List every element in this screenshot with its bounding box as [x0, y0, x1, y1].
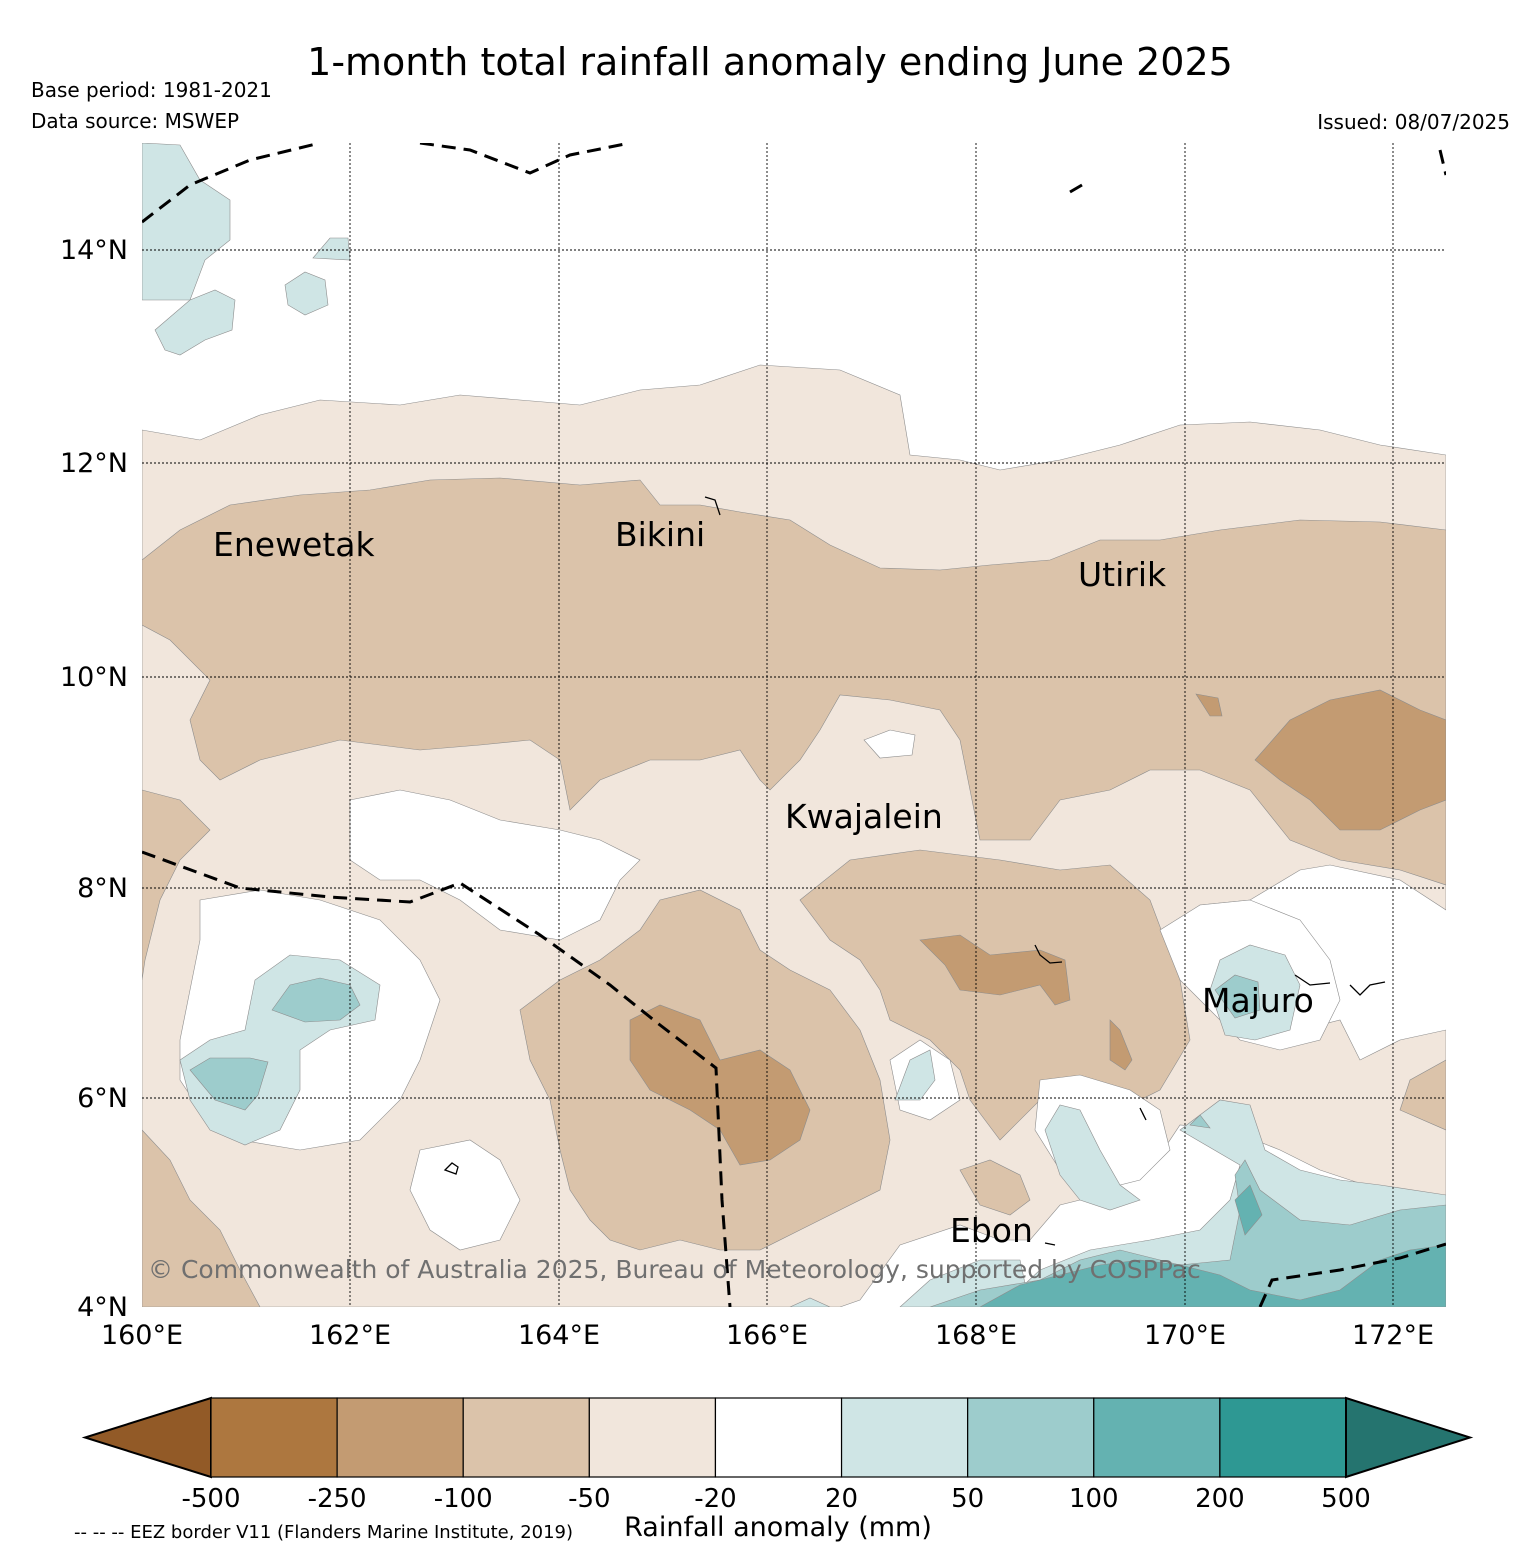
map-title: 1-month total rainfall anomaly ending Ju… — [307, 40, 1233, 84]
copyright-notice: © Commonwealth of Australia 2025, Bureau… — [148, 1255, 1201, 1284]
anomaly-zone-light-teal — [789, 1297, 831, 1307]
anomaly-zone-teal — [929, 1159, 1446, 1307]
colorbar-tick-label: 200 — [1195, 1484, 1245, 1514]
lat-label-14n: 14°N — [60, 235, 128, 266]
lat-label-8n: 8°N — [77, 873, 128, 904]
lon-label-168e: 168°E — [935, 1320, 1017, 1351]
island-outlines — [443, 496, 1386, 1246]
colorbar-tick-label: -50 — [568, 1484, 610, 1514]
colorbar-segment — [210, 1397, 338, 1478]
colorbar-tick-label: -20 — [694, 1484, 736, 1514]
anomaly-zone-teal — [1189, 1114, 1211, 1129]
colorbar — [81, 1396, 1474, 1479]
anomaly-zone-tan — [1399, 1059, 1446, 1131]
lon-label-170e: 170°E — [1144, 1320, 1226, 1351]
lat-label-4n: 4°N — [77, 1292, 128, 1323]
colorbar-segment — [336, 1397, 464, 1478]
lon-label-164e: 164°E — [518, 1320, 600, 1351]
colorbar-tick-label: 20 — [825, 1484, 858, 1514]
eez-legend-note: -- -- -- EEZ border V11 (Flanders Marine… — [74, 1522, 574, 1543]
anomaly-zone-deep-teal — [979, 1244, 1446, 1307]
anomaly-zone-brown — [1254, 689, 1446, 831]
anomaly-zone-light-teal — [312, 237, 351, 261]
anomaly-zone-tan — [142, 789, 211, 981]
colorbar-tick-label: -500 — [181, 1484, 240, 1514]
anomaly-zone-brown — [1109, 1019, 1133, 1071]
colorbar-segment — [1093, 1397, 1221, 1478]
colorbar-tick-label: 100 — [1069, 1484, 1119, 1514]
anomaly-zone-light-teal — [154, 289, 236, 356]
colorbar-tick-label: 50 — [951, 1484, 984, 1514]
graticule — [142, 143, 1446, 1307]
anomaly-zone-brown — [1195, 693, 1223, 717]
longitude-labels: 160°E 162°E 164°E 166°E 168°E 170°E 172°… — [101, 1320, 1434, 1351]
data-source: Data source: MSWEP — [31, 109, 240, 133]
lat-label-6n: 6°N — [77, 1083, 128, 1114]
colorbar-tick-label: -250 — [308, 1484, 367, 1514]
colorbar-extend-high — [1345, 1396, 1474, 1479]
colorbar-segment — [1219, 1397, 1347, 1478]
colorbar-tick-label: 500 — [1321, 1484, 1371, 1514]
colorbar-segment — [967, 1397, 1095, 1478]
anomaly-zone-neutral — [409, 1139, 521, 1251]
colorbar-tick-label: -100 — [434, 1484, 493, 1514]
anomaly-zone-light-teal — [894, 1049, 936, 1101]
colorbar-segment — [840, 1397, 969, 1478]
colorbar-segment — [462, 1397, 590, 1478]
anomaly-zone-deep-teal — [1234, 1184, 1263, 1236]
place-labels: Enewetak Bikini Utirik Kwajalein Majuro … — [213, 515, 1314, 1250]
anomaly-zone-teal — [189, 1057, 269, 1111]
anomaly-zone-teal — [271, 977, 361, 1023]
colorbar-title: Rainfall anomaly (mm) — [624, 1512, 932, 1543]
lat-label-12n: 12°N — [60, 448, 128, 479]
lon-label-172e: 172°E — [1352, 1320, 1434, 1351]
place-label-kwajalein: Kwajalein — [785, 797, 943, 836]
place-label-majuro: Majuro — [1202, 981, 1314, 1020]
anomaly-zone-tan — [142, 477, 1446, 886]
anomaly-zone-brown — [919, 934, 1071, 1006]
anomaly-zone-neutral — [863, 729, 916, 759]
anomaly-zone-light-teal — [142, 143, 231, 301]
anomaly-zone-tan — [959, 1159, 1031, 1216]
lon-label-160e: 160°E — [101, 1320, 183, 1351]
map-field: © Commonwealth of Australia 2025, Bureau… — [142, 143, 1446, 1307]
anomaly-zone-neutral — [349, 789, 641, 941]
anomaly-zone-teal — [1214, 974, 1261, 1019]
anomaly-zone-tan — [142, 1129, 261, 1307]
anomaly-zone-light-teal — [1044, 1104, 1141, 1211]
eez-border — [142, 143, 1446, 1307]
base-period: Base period: 1981-2021 — [31, 78, 272, 102]
place-label-utirik: Utirik — [1078, 555, 1167, 594]
lon-label-162e: 162°E — [309, 1320, 391, 1351]
issued-date: Issued: 08/07/2025 — [1317, 110, 1510, 134]
anomaly-zone-light-teal — [284, 271, 329, 316]
lat-label-10n: 10°N — [60, 662, 128, 693]
latitude-labels: 14°N 12°N 10°N 8°N 6°N 4°N — [60, 235, 128, 1323]
lon-label-166e: 166°E — [726, 1320, 808, 1351]
place-label-ebon: Ebon — [950, 1211, 1033, 1250]
colorbar-extend-low — [81, 1396, 212, 1479]
colorbar-segment — [588, 1397, 717, 1478]
place-label-enewetak: Enewetak — [213, 525, 376, 564]
anomaly-zone-brown — [629, 1004, 811, 1166]
colorbar-labels: -500 -250 -100 -50 -20 20 50 100 200 500 — [181, 1484, 1370, 1514]
colorbar-segment — [714, 1397, 843, 1478]
place-label-bikini: Bikini — [615, 515, 705, 554]
